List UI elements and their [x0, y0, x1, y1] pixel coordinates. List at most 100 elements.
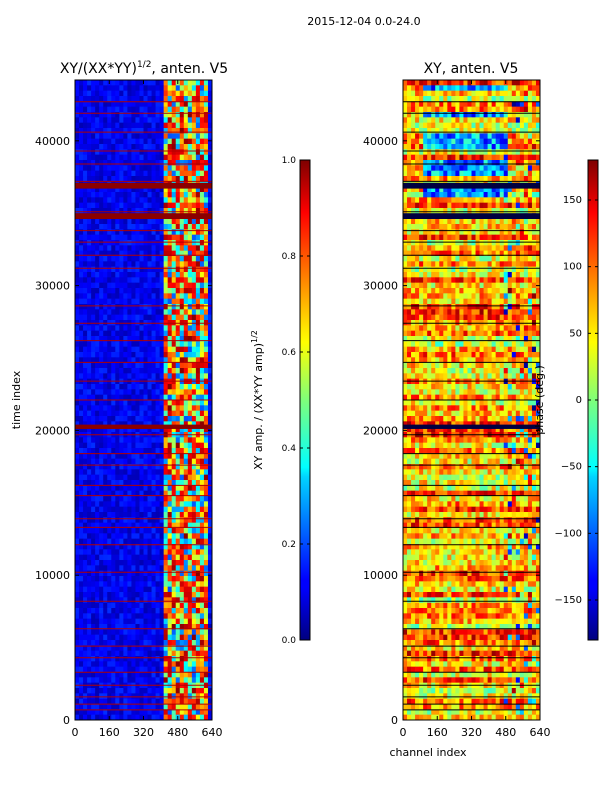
heatmap-cell	[107, 224, 112, 230]
heatmap-cell	[147, 101, 152, 107]
heatmap-cell	[495, 133, 501, 139]
heatmap-cell	[159, 250, 164, 257]
heatmap-cell	[167, 565, 173, 571]
heatmap-cell	[479, 85, 484, 91]
heatmap-cell	[411, 192, 416, 198]
heatmap-cell	[147, 565, 152, 571]
heatmap-cell	[163, 512, 168, 518]
heatmap-cell	[167, 330, 173, 337]
heatmap-cell	[191, 357, 197, 363]
heatmap-cell	[99, 672, 104, 678]
heatmap-cell	[107, 672, 112, 678]
heatmap-cell	[83, 453, 88, 459]
heatmap-cell	[411, 128, 416, 134]
heatmap-cell	[167, 618, 173, 625]
heatmap-cell	[203, 672, 209, 678]
heatmap-cell	[143, 661, 148, 667]
heatmap-cell	[187, 362, 193, 369]
heatmap-cell	[143, 554, 148, 561]
heatmap-cell	[407, 112, 412, 118]
heatmap-cell	[435, 90, 440, 97]
heatmap-cell	[79, 240, 84, 246]
heatmap-cell	[447, 197, 452, 203]
heatmap-cell	[195, 512, 201, 518]
heatmap-cell	[123, 469, 128, 475]
heatmap-cell	[111, 640, 116, 646]
heatmap-cell	[439, 117, 444, 123]
heatmap-cell	[183, 442, 189, 449]
heatmap-cell	[167, 709, 173, 715]
heatmap-cell	[407, 128, 412, 134]
heatmap-cell	[199, 464, 205, 470]
heatmap-cell	[83, 581, 88, 587]
heatmap-cell	[463, 96, 468, 102]
heatmap-cell	[147, 496, 152, 502]
heatmap-cell	[119, 400, 124, 406]
heatmap-cell	[75, 266, 80, 273]
heatmap-cell	[475, 90, 480, 97]
heatmap-cell	[103, 698, 108, 705]
heatmap-cell	[199, 400, 205, 406]
heatmap-cell	[87, 400, 92, 406]
heatmap-cell	[183, 288, 189, 294]
heatmap-cell	[455, 186, 460, 193]
heatmap-cell	[91, 602, 96, 609]
heatmap-cell	[147, 608, 152, 614]
heatmap-cell	[107, 325, 112, 331]
heatmap-cell	[163, 517, 168, 523]
heatmap-cell	[195, 202, 201, 209]
heatmap-cell	[115, 570, 120, 577]
heatmap-cell	[91, 416, 96, 422]
heatmap-cell	[171, 192, 177, 198]
heatmap-cell	[195, 704, 201, 710]
heatmap-cell	[511, 133, 517, 139]
heatmap-cell	[155, 133, 160, 139]
heatmap-cell	[207, 437, 212, 443]
heatmap-cell	[163, 533, 168, 539]
heatmap-cell	[111, 229, 116, 235]
heatmap-cell	[127, 325, 132, 331]
heatmap-cell	[123, 218, 128, 225]
heatmap-cell	[143, 277, 148, 283]
heatmap-cell	[143, 469, 148, 475]
heatmap-cell	[155, 501, 160, 507]
heatmap-cell	[139, 480, 144, 486]
heatmap-cell	[139, 410, 144, 417]
heatmap-cell	[91, 250, 96, 257]
heatmap-cell	[191, 464, 197, 470]
heatmap-cell	[175, 656, 181, 662]
heatmap-cell	[187, 677, 193, 683]
heatmap-cell	[131, 496, 136, 502]
heatmap-cell	[187, 101, 193, 107]
heatmap-cell	[103, 122, 108, 129]
heatmap-cell	[167, 282, 173, 289]
heatmap-cell	[107, 624, 112, 630]
heatmap-cell	[167, 90, 173, 97]
heatmap-cell	[131, 197, 136, 203]
heatmap-cell	[79, 288, 84, 294]
heatmap-cell	[507, 90, 513, 97]
heatmap-cell	[199, 373, 205, 379]
heatmap-cell	[187, 624, 193, 630]
heatmap-cell	[127, 85, 132, 91]
heatmap-cell	[531, 186, 537, 193]
heatmap-cell	[83, 586, 88, 593]
heatmap-cell	[419, 149, 424, 155]
heatmap-cell	[187, 581, 193, 587]
heatmap-cell	[159, 480, 164, 486]
heatmap-cell	[83, 688, 88, 694]
heatmap-cell	[75, 458, 80, 465]
heatmap-cell	[163, 272, 168, 278]
heatmap-cell	[199, 693, 205, 699]
heatmap-cell	[147, 314, 152, 321]
heatmap-cell	[199, 416, 205, 422]
heatmap-cell	[151, 298, 156, 305]
heatmap-cell	[207, 362, 212, 369]
heatmap-cell	[99, 565, 104, 571]
heatmap-cell	[123, 480, 128, 486]
heatmap-cell	[191, 645, 197, 651]
heatmap-cell	[179, 640, 185, 646]
heatmap-cell	[139, 560, 144, 566]
heatmap-cell	[123, 586, 128, 593]
heatmap-cell	[479, 101, 484, 107]
